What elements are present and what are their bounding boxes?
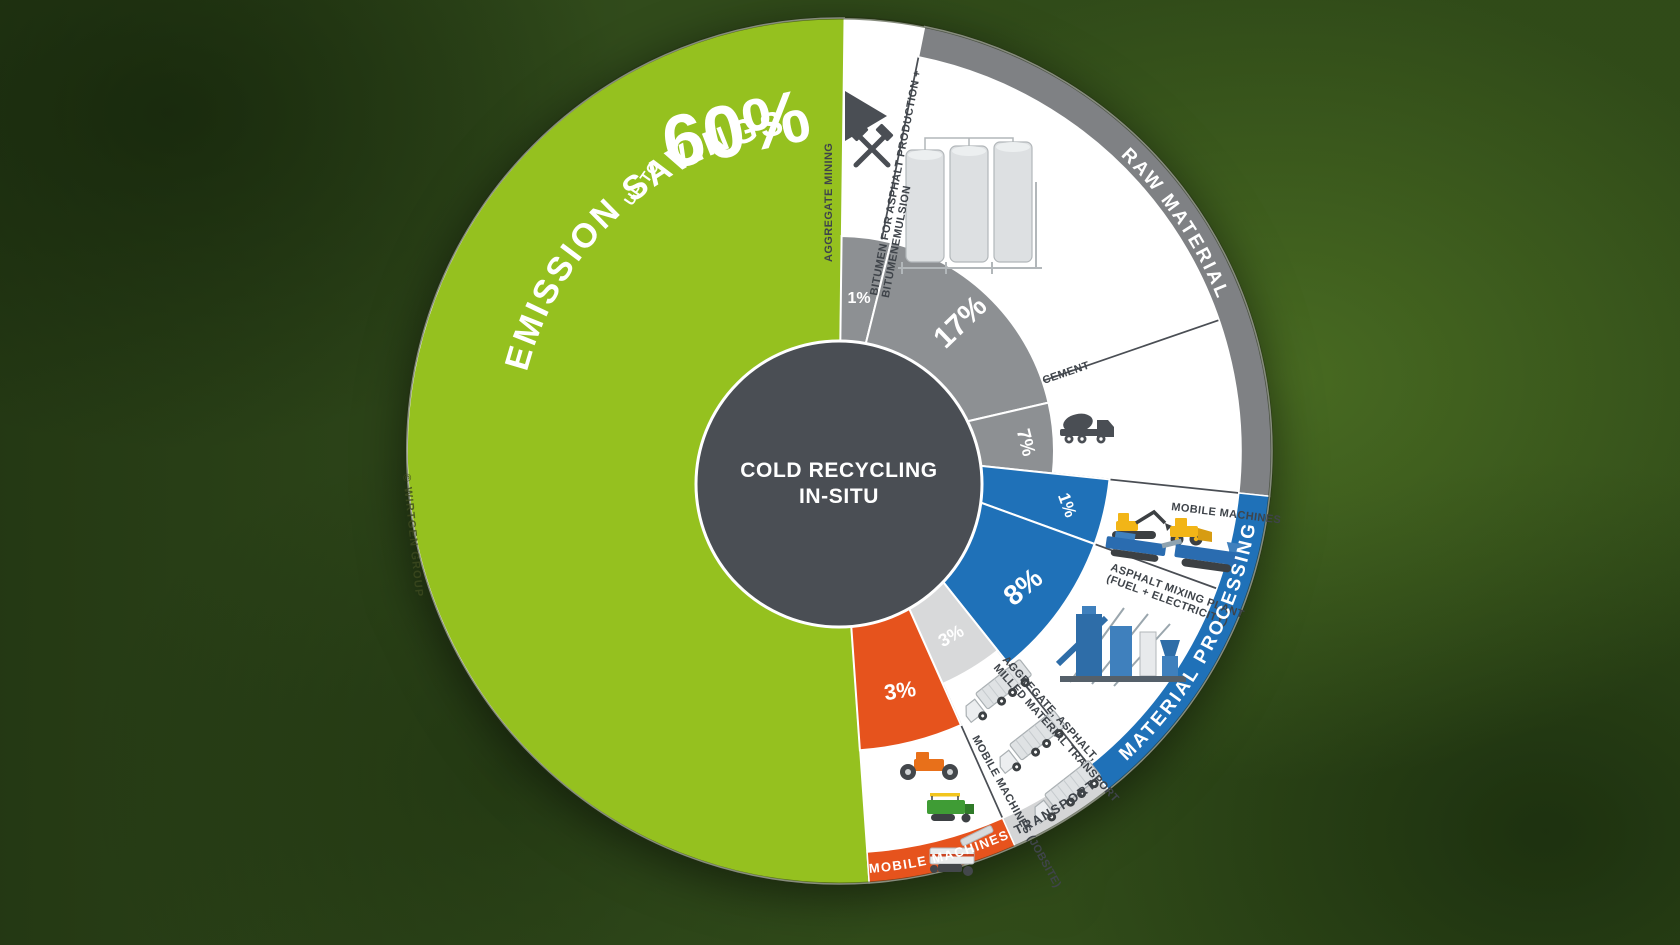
excavator-wheel-loader-crushers-icon xyxy=(1105,509,1245,573)
crossed-hammers-icon xyxy=(850,123,894,168)
rock-triangle-icon xyxy=(845,91,887,141)
percent-aggregate-mining: 1% xyxy=(847,290,870,307)
hub-circle xyxy=(694,339,984,629)
hub-title-line2: IN-SITU xyxy=(799,485,879,508)
asphalt-mixing-plant-icon xyxy=(1055,606,1186,687)
wheel-rim xyxy=(404,16,1274,886)
storage-silos-icon xyxy=(898,137,1042,274)
percent-jobsite: 3% xyxy=(882,676,917,705)
mixer-truck-icon xyxy=(1060,413,1114,444)
segment-label-aggregate-mining: AGGREGATE MINING xyxy=(823,143,835,262)
roller-paver-milling-machine-icon xyxy=(900,752,994,876)
dump-trucks-icon xyxy=(965,659,1101,825)
hub-title-line1: COLD RECYCLING xyxy=(740,459,937,482)
